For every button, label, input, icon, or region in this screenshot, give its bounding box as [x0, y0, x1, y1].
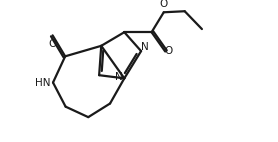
Text: N: N	[141, 42, 149, 52]
Text: O: O	[160, 0, 168, 9]
Text: O: O	[165, 46, 173, 57]
Text: N: N	[115, 72, 123, 82]
Text: HN: HN	[35, 78, 51, 87]
Text: O: O	[48, 39, 57, 49]
